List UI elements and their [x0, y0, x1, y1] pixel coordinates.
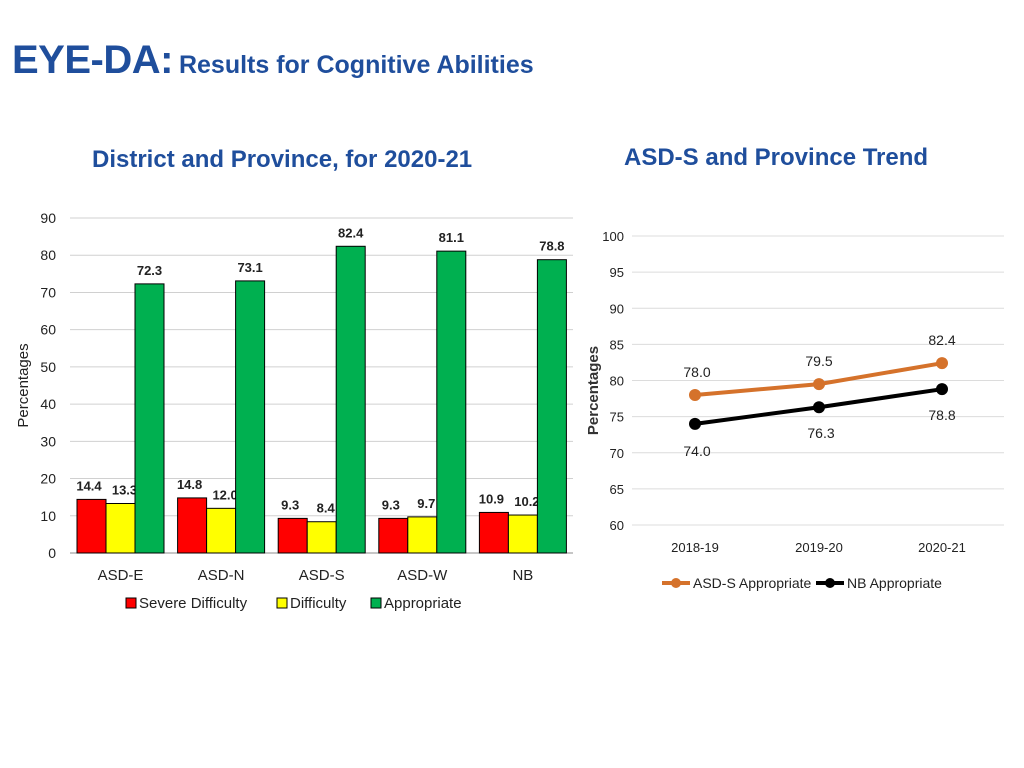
bar-y-tick-label: 0	[48, 545, 56, 561]
bar-chart-title: District and Province, for 2020-21	[92, 146, 473, 173]
bar-data-label: 82.4	[338, 225, 364, 240]
bar-data-label: 72.3	[137, 263, 162, 278]
bar-y-tick-label: 80	[40, 247, 56, 263]
bar	[235, 280, 266, 554]
line-point	[936, 383, 948, 396]
bar-x-tick-label: ASD-E	[98, 567, 144, 584]
line-legend-marker	[825, 578, 835, 588]
bar	[76, 498, 107, 554]
bar	[507, 514, 538, 554]
line-y-tick-label: 75	[610, 410, 624, 425]
bar-data-label: 9.3	[281, 497, 299, 512]
bar-x-tick-label: NB	[512, 567, 533, 584]
bar-y-tick-label: 30	[40, 433, 56, 449]
line-data-label: 74.0	[683, 443, 710, 459]
bar-x-tick-label: ASD-N	[198, 567, 245, 584]
bar	[478, 511, 509, 554]
bar-data-label: 9.3	[382, 497, 400, 512]
line-point	[936, 357, 948, 370]
line-data-label: 78.0	[683, 364, 710, 380]
bar-data-label: 13.3	[112, 482, 137, 497]
bar-data-label: 81.1	[439, 230, 464, 245]
line-data-label: 82.4	[928, 332, 955, 348]
bar-data-label: 10.2	[514, 494, 539, 509]
bar	[536, 259, 567, 554]
line-y-tick-label: 95	[610, 265, 624, 280]
line-y-tick-label: 100	[602, 229, 624, 244]
line-y-tick-label: 65	[610, 482, 624, 497]
bar-x-tick-label: ASD-S	[299, 567, 345, 584]
slide-title-main: EYE-DA:	[12, 38, 173, 82]
line-y-axis-label: Percentages	[585, 346, 602, 435]
line-legend-marker	[671, 578, 681, 588]
line-point	[689, 388, 701, 401]
line-y-tick-label: 85	[610, 337, 624, 352]
bar-data-label: 14.4	[76, 478, 102, 493]
line-y-tick-label: 60	[610, 518, 624, 533]
line-legend-label: ASD-S Appropriate	[693, 575, 811, 591]
bar	[206, 507, 237, 554]
bar	[407, 516, 438, 554]
bar-legend-label: Difficulty	[290, 595, 347, 612]
line-legend-label: NB Appropriate	[847, 575, 942, 591]
bar-data-label: 78.8	[539, 239, 564, 254]
bar-y-tick-label: 40	[40, 396, 56, 412]
bar-data-label: 14.8	[177, 477, 202, 492]
slide-title-sub: Results for Cognitive Abilities	[178, 51, 534, 79]
bar-data-label: 8.4	[317, 501, 336, 516]
slide-title: EYE-DA: Results for Cognitive Abilities	[12, 38, 534, 83]
line-y-tick-label: 80	[610, 374, 624, 389]
line-x-tick-label: 2019-20	[795, 540, 843, 555]
bar-legend-swatch	[370, 597, 382, 609]
line-x-tick-label: 2020-21	[918, 540, 966, 555]
bar-y-tick-label: 10	[40, 508, 56, 524]
bar-data-label: 73.1	[237, 260, 262, 275]
bar	[335, 245, 366, 554]
line-data-label: 78.8	[928, 407, 955, 423]
line-data-label: 79.5	[805, 353, 832, 369]
bar-legend-swatch	[125, 597, 137, 609]
bar-y-tick-label: 50	[40, 359, 56, 375]
bar-x-tick-label: ASD-W	[397, 567, 448, 584]
bar-legend-label: Appropriate	[384, 595, 462, 612]
bar-data-label: 12.0	[212, 487, 237, 502]
bar-legend-swatch	[276, 597, 288, 609]
line-y-tick-label: 90	[610, 301, 624, 316]
bar-y-axis-label: Percentages	[15, 343, 32, 427]
bar-data-label: 10.9	[479, 491, 504, 506]
line-data-label: 76.3	[807, 425, 834, 441]
bar-data-label: 9.7	[417, 496, 435, 511]
line-point	[813, 401, 825, 414]
line-x-tick-label: 2018-19	[671, 540, 719, 555]
bar-y-tick-label: 20	[40, 471, 56, 487]
bar	[177, 497, 208, 554]
line-y-tick-label: 70	[610, 446, 624, 461]
line-point	[689, 417, 701, 430]
bar-y-tick-label: 60	[40, 322, 56, 338]
line-point	[813, 378, 825, 391]
bar	[134, 283, 165, 554]
bar	[306, 521, 337, 554]
bar	[105, 502, 136, 554]
bar-y-tick-label: 70	[40, 284, 56, 300]
line-chart-title: ASD-S and Province Trend	[624, 144, 929, 171]
bar-legend-label: Severe Difficulty	[139, 595, 248, 612]
bar	[436, 250, 467, 554]
bar-y-tick-label: 90	[40, 210, 56, 226]
